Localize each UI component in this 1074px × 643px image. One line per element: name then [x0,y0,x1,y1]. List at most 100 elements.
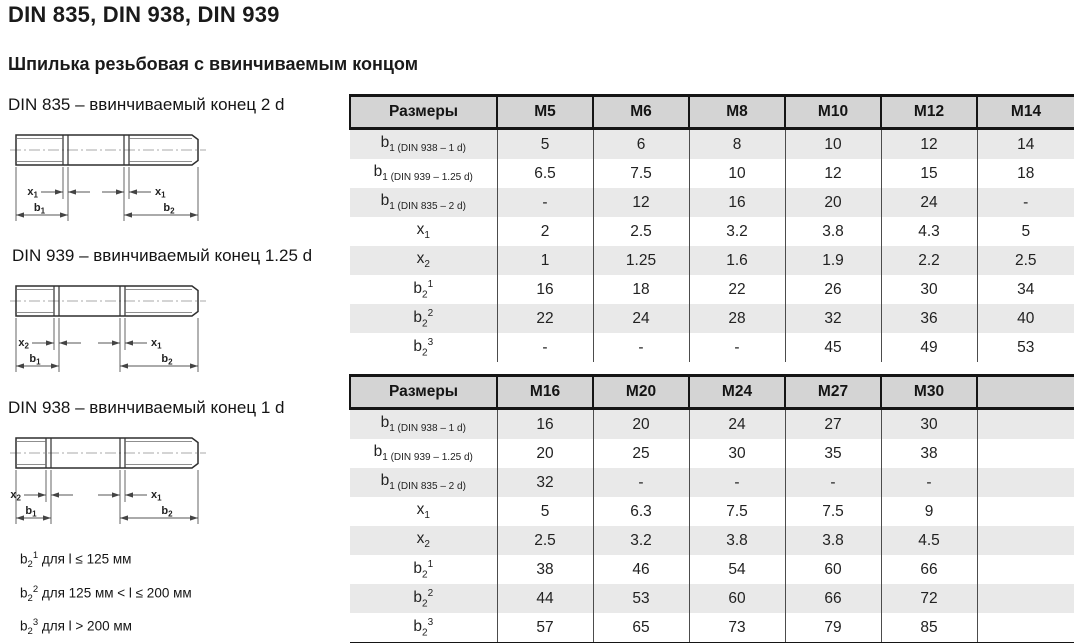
value-cell: 5 [496,128,593,159]
value-cell: 6.5 [496,159,593,188]
value-cell: 34 [976,275,1074,304]
table-row: b1 (DIN 938 – 1 d) 5 6 8 10 12 14 [350,128,1074,159]
value-cell: 4.5 [880,526,977,555]
page-subtitle: Шпилька резьбовая с ввинчиваемым концом [8,54,419,74]
value-cell: - [976,188,1074,217]
table-row: b22 44 53 60 66 72 [350,584,1074,613]
table-row: x1 2 2.5 3.2 3.8 4.3 5 [350,217,1074,246]
table-header-cell: M16 [496,374,593,410]
value-cell: 10 [688,159,785,188]
svg-text:x1: x1 [151,337,162,351]
svg-text:b2: b2 [161,353,173,367]
value-cell: - [592,468,689,497]
value-cell: 8 [688,128,785,159]
value-cell: - [496,333,593,362]
row-label-cell: x2 [350,246,497,275]
dimension-table-m16-m30: Размеры M16 M20 M24 M27 M30 b1 (DIN 938 – 1 d… [349,374,1074,643]
value-cell: 54 [688,555,785,584]
value-cell: 20 [496,439,593,468]
table-header-cell: M24 [688,374,785,410]
row-label-cell: b21 [413,278,434,301]
value-cell: 24 [688,408,785,439]
value-cell: 3.8 [688,526,785,555]
value-cell: 27 [784,408,881,439]
value-cell: 65 [592,613,689,643]
value-cell: 53 [976,333,1074,362]
value-cell: 16 [496,408,593,439]
value-cell: - [880,468,977,497]
value-cell: 3.2 [688,217,785,246]
table-row: b1 (DIN 939 – 1.25 d) 6.5 7.5 10 12 15 18 [350,159,1074,188]
row-label-cell: b22 [350,584,497,613]
value-cell [976,408,1074,439]
value-cell: 49 [880,333,977,362]
svg-text:b1: b1 [29,353,41,367]
value-cell: 16 [496,275,593,304]
footnote-b2-3: b23 для l > 200 мм [20,617,132,638]
row-label-cell: b1 (DIN 939 – 1.25 d) [373,163,473,184]
value-cell [976,439,1074,468]
row-label-cell: b1 (DIN 938 – 1 d) [350,128,497,159]
value-cell [976,584,1074,613]
value-cell: 18 [592,275,689,304]
row-label-cell: b21 [413,558,434,581]
value-cell: 38 [880,439,977,468]
svg-text:x1: x1 [155,186,166,200]
value-cell: 66 [880,555,977,584]
row-label-cell: x2 [350,526,497,555]
value-cell: 60 [688,584,785,613]
footnote-b2-1: b21 для l ≤ 125 мм [20,550,132,571]
row-label-cell: b23 [350,613,497,643]
value-cell: 12 [592,188,689,217]
value-cell: 12 [880,128,977,159]
row-label-cell: b1 (DIN 835 – 2 d) [350,188,497,217]
svg-text:x2: x2 [10,489,21,503]
value-cell: 1.6 [688,246,785,275]
table-header-cell: M5 [496,94,593,130]
din835-stud-drawing: x1 x1 b1 b2 [10,134,206,221]
drawing-caption-din938: DIN 938 – ввинчиваемый конец 1 d [8,398,285,417]
table-row: b1 (DIN 835 – 2 d) 32- - - - [350,468,1074,497]
table-header-cell: M10 [784,94,881,130]
table-row: b21 16 18 22 26 30 34 [350,275,1074,304]
table-row: b1 (DIN 835 – 2 d) -12 16 20 24- [350,188,1074,217]
value-cell: 15 [880,159,977,188]
svg-text:x1: x1 [27,186,38,200]
table-row: b23- - -45 49 53 [350,333,1074,362]
page-title: DIN 835, DIN 938, DIN 939 [8,2,280,27]
row-label-cell: b1 (DIN 835 – 2 d) [350,468,497,497]
table-header-row: Размеры M16 M20 M24 M27 M30 [349,374,1074,410]
value-cell: 24 [592,304,689,333]
value-cell: 25 [592,439,689,468]
table-row: x2 2.5 3.2 3.8 3.8 4.5 [350,526,1074,555]
value-cell: 57 [496,613,593,643]
value-cell: 2.5 [592,217,689,246]
table-row: b1 (DIN 939 – 1.25 d) 20 25 30 35 38 [350,439,1074,468]
value-cell: 2 [496,217,593,246]
value-cell: 6.3 [592,497,689,526]
value-cell [976,526,1074,555]
value-cell: 36 [880,304,977,333]
value-cell: 14 [976,128,1074,159]
svg-text:b1: b1 [34,202,46,216]
value-cell: 2.5 [496,526,593,555]
dimension-table-m5-m14: Размеры M5 M6 M8 M10 M12 M14 b1 (DIN 938 – 1 d… [349,94,1074,362]
value-cell: 22 [688,275,785,304]
value-cell: 30 [688,439,785,468]
value-cell: 7.5 [592,159,689,188]
drawing-caption-din835: DIN 835 – ввинчиваемый конец 2 d [8,95,285,114]
value-cell: - [688,468,785,497]
value-cell: 12 [784,159,881,188]
value-cell: - [592,333,689,362]
svg-text:b2: b2 [163,202,175,216]
value-cell [976,613,1074,643]
value-cell: 35 [784,439,881,468]
value-cell: 18 [976,159,1074,188]
footnote-b2-2: b22 для 125 мм < l ≤ 200 мм [20,584,192,605]
value-cell: 79 [784,613,881,643]
value-cell: 4.3 [880,217,977,246]
value-cell: 24 [880,188,977,217]
table-header-cell: M30 [880,374,977,410]
value-cell: 45 [784,333,881,362]
